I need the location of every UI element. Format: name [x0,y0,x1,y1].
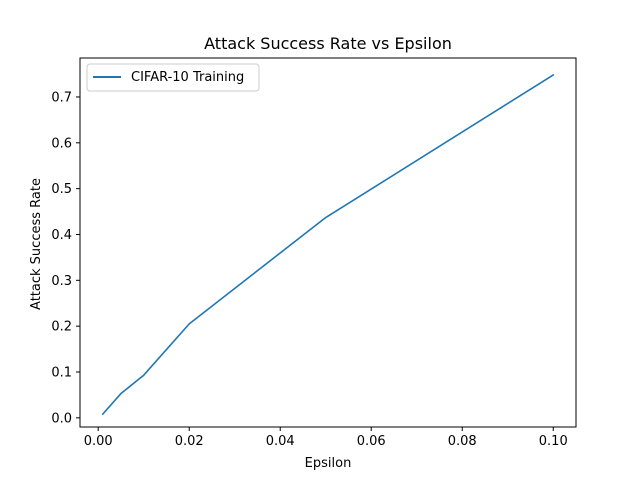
x-axis-label: Epsilon [305,456,352,471]
x-tick-label: 0.00 [84,434,113,449]
y-tick-label: 0.7 [51,90,72,105]
y-tick-label: 0.4 [51,228,72,243]
y-tick-label: 0.3 [51,274,72,289]
x-tick-label: 0.10 [539,434,568,449]
x-tick-label: 0.04 [266,434,295,449]
x-tick-label: 0.08 [448,434,477,449]
legend-label: CIFAR-10 Training [131,70,244,85]
y-tick-label: 0.1 [51,365,72,380]
y-tick-label: 0.6 [51,136,72,151]
x-tick-label: 0.02 [175,434,204,449]
y-tick-label: 0.0 [51,411,72,426]
y-tick-label: 0.5 [51,182,72,197]
x-tick-label: 0.06 [357,434,386,449]
legend: CIFAR-10 Training [87,64,259,91]
y-tick-label: 0.2 [51,320,72,335]
chart-title: Attack Success Rate vs Epsilon [204,34,452,53]
y-axis-label: Attack Success Rate [29,178,44,310]
